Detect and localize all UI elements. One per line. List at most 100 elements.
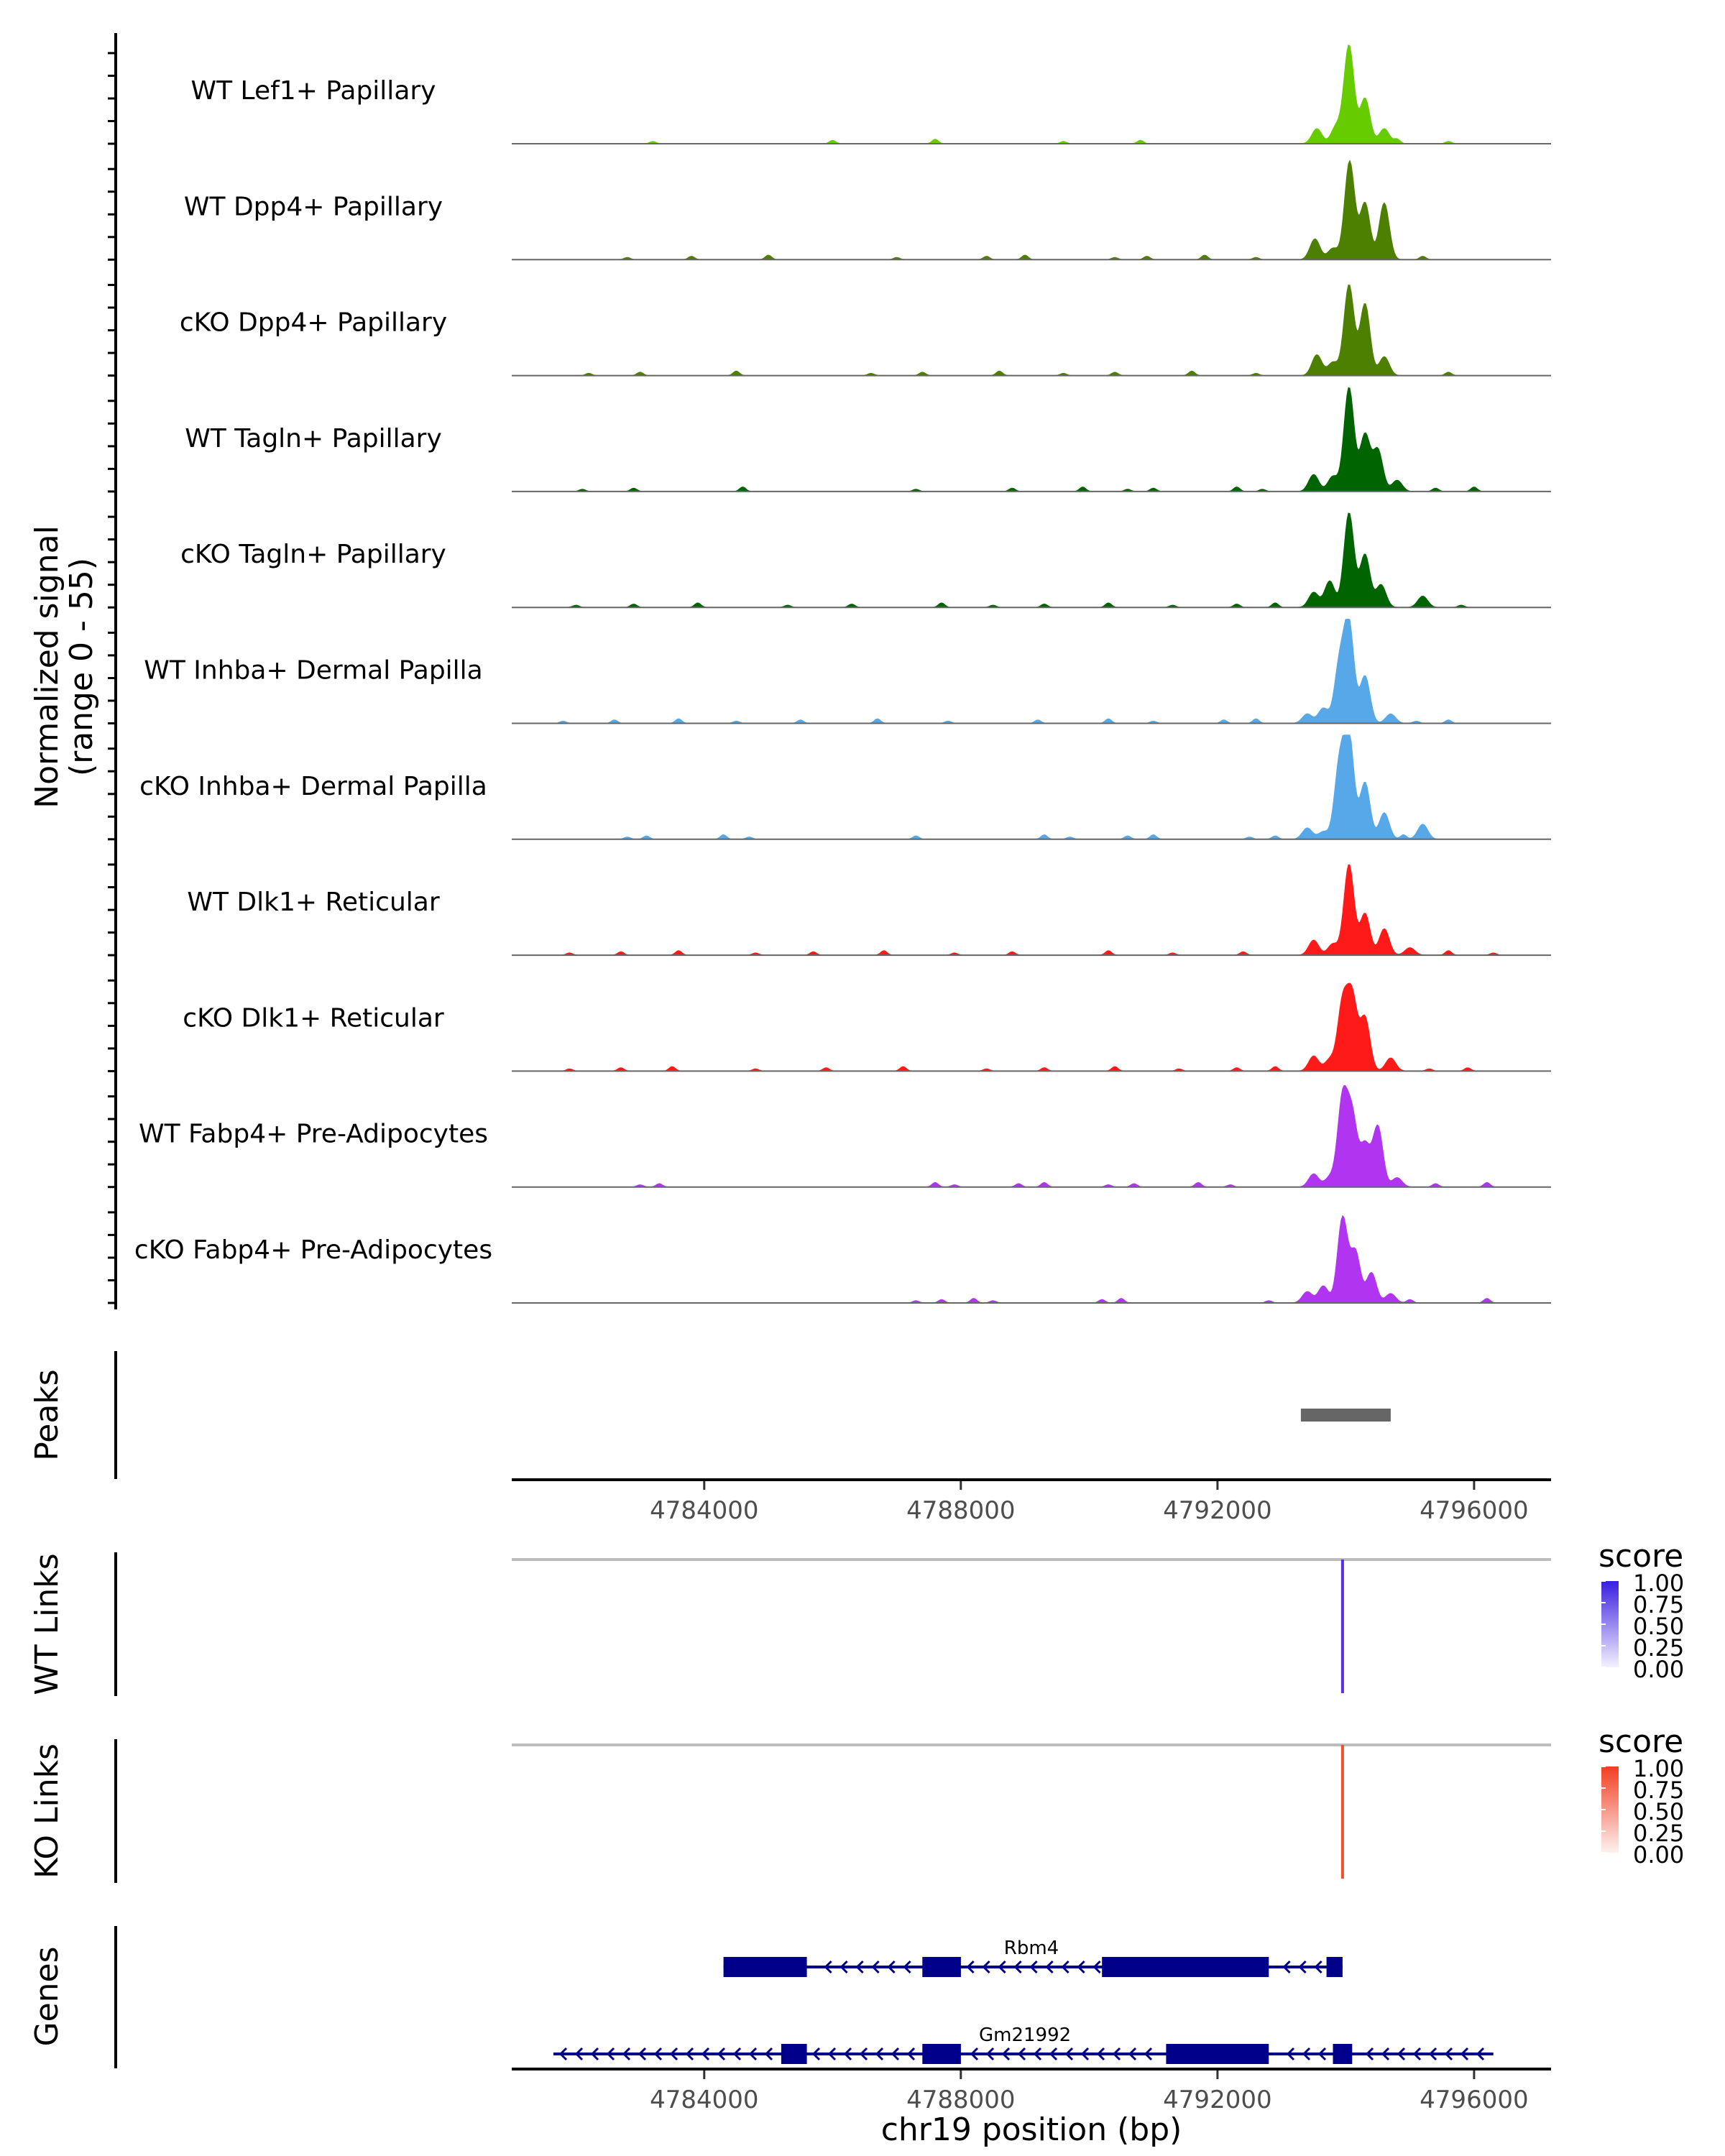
transcript: Gm21992 <box>553 2024 1494 2064</box>
x-tick-label: 4784000 <box>650 1496 758 1525</box>
strand-arrow <box>1412 2047 1422 2061</box>
legend-tick-label: 0.25 <box>1633 1634 1684 1662</box>
track-7: WT Dlk1+ Reticular <box>187 864 1551 957</box>
x-axis-title: chr19 position (bp) <box>881 2111 1182 2148</box>
track-2: cKO Dpp4+ Papillary <box>180 284 1551 377</box>
coverage-area <box>512 284 1551 377</box>
x-tick-label: 4788000 <box>906 1496 1015 1525</box>
coverage-ylabel-line2: (range 0 - 55) <box>63 558 100 776</box>
track-label: WT Tagln+ Papillary <box>185 424 442 453</box>
legend-title: score <box>1598 1723 1683 1760</box>
strand-arrow <box>1381 2047 1390 2061</box>
x-axis-bottom-ticks: 4784000 4788000 4792000 4796000 <box>650 2070 1529 2114</box>
x-axis-top-ticks: 4784000 4788000 4792000 4796000 <box>650 1481 1529 1525</box>
strand-arrow <box>606 2047 615 2061</box>
coverage-area <box>512 982 1551 1072</box>
strand-arrow <box>622 2047 631 2061</box>
strand-arrow <box>906 2047 916 2061</box>
track-label: WT Fabp4+ Pre-Adipocytes <box>139 1120 488 1149</box>
track-label: WT Inhba+ Dermal Papilla <box>144 656 482 686</box>
strand-arrow <box>1080 2047 1090 2061</box>
track-label: cKO Dpp4+ Papillary <box>180 308 447 338</box>
strand-arrow <box>1476 2047 1485 2061</box>
track-8: cKO Dlk1+ Reticular <box>183 982 1551 1072</box>
x-tick-label: 4796000 <box>1420 1496 1528 1525</box>
legend-tick-label: 0.50 <box>1633 1613 1684 1640</box>
transcript: Rbm4 <box>723 1938 1343 1977</box>
strand-arrow <box>669 2047 678 2061</box>
strand-arrow <box>985 2047 995 2061</box>
strand-arrow <box>891 2047 900 2061</box>
strand-arrow <box>1112 2047 1121 2061</box>
strand-arrow <box>574 2047 584 2061</box>
strand-arrow <box>982 1960 990 1974</box>
strand-arrow <box>732 2047 742 2061</box>
x-tick-label: 4784000 <box>650 2086 758 2114</box>
coverage-y-axis <box>108 33 117 1309</box>
peak-region <box>1300 1409 1391 1422</box>
track-label: WT Lef1+ Papillary <box>191 76 436 106</box>
track-label: cKO Fabp4+ Pre-Adipocytes <box>134 1235 492 1265</box>
exon <box>781 2044 807 2064</box>
exon <box>922 2044 961 2064</box>
exon <box>1102 1957 1269 1977</box>
exon <box>723 1957 807 1977</box>
strand-arrow <box>1298 1960 1307 1974</box>
strand-arrow <box>1096 2047 1105 2061</box>
strand-arrow <box>1029 1960 1038 1974</box>
track-1: WT Dpp4+ Papillary <box>184 160 1551 261</box>
peak-regions <box>1300 1409 1391 1422</box>
strand-arrow <box>966 1960 975 1974</box>
strand-arrow <box>1092 1960 1101 1974</box>
strand-arrow <box>1314 1960 1322 1974</box>
track-10: cKO Fabp4+ Pre-Adipocytes <box>134 1215 1551 1304</box>
strand-arrow <box>843 2047 852 2061</box>
track-5: WT Inhba+ Dermal Papilla <box>144 619 1551 724</box>
strand-arrow <box>1302 2047 1311 2061</box>
strand-arrow <box>859 2047 868 2061</box>
strand-arrow <box>653 2047 663 2061</box>
legend-tick-label: 0.75 <box>1633 1777 1684 1804</box>
ko-links-label: KO Links <box>29 1743 65 1879</box>
coverage-area <box>512 387 1551 492</box>
strand-arrow <box>1033 2047 1042 2061</box>
track-3: WT Tagln+ Papillary <box>185 387 1551 492</box>
strand-arrow <box>1077 1960 1085 1974</box>
legend-tick-label: 0.50 <box>1633 1798 1684 1825</box>
wt-links-label: WT Links <box>29 1553 65 1695</box>
strand-arrow <box>1144 2047 1153 2061</box>
legend-tick-label: 0.75 <box>1633 1591 1684 1618</box>
coverage-area <box>512 1215 1551 1304</box>
legend-title: score <box>1598 1538 1683 1575</box>
strand-arrow <box>1428 2047 1438 2061</box>
strand-arrow <box>1317 2047 1327 2061</box>
strand-arrow <box>638 2047 647 2061</box>
gene-models: Rbm4 Gm21992 <box>553 1938 1494 2064</box>
coverage-area <box>512 734 1551 840</box>
strand-arrow <box>998 1960 1006 1974</box>
exon <box>1166 2044 1269 2064</box>
legend-tick-label: 0.25 <box>1633 1820 1684 1847</box>
strand-arrow <box>1397 2047 1406 2061</box>
strand-arrow <box>887 1960 896 1974</box>
x-tick-label: 4792000 <box>1163 2086 1271 2114</box>
track-label: cKO Inhba+ Dermal Papilla <box>139 772 487 801</box>
coverage-area <box>512 864 1551 956</box>
strand-arrow <box>1064 2047 1074 2061</box>
x-tick-label: 4796000 <box>1420 2086 1528 2114</box>
track-label: WT Dlk1+ Reticular <box>187 888 439 917</box>
strand-arrow <box>748 2047 758 2061</box>
strand-arrow <box>875 2047 884 2061</box>
strand-arrow <box>811 2047 821 2061</box>
strand-arrow <box>1001 2047 1011 2061</box>
track-4: cKO Tagln+ Papillary <box>180 512 1551 609</box>
strand-arrow <box>558 2047 568 2061</box>
strand-arrow <box>1282 1960 1291 1974</box>
strand-arrow <box>827 2047 837 2061</box>
track-label: cKO Dlk1+ Reticular <box>183 1003 444 1033</box>
strand-arrow <box>1061 1960 1070 1974</box>
strand-arrow <box>824 1960 832 1974</box>
